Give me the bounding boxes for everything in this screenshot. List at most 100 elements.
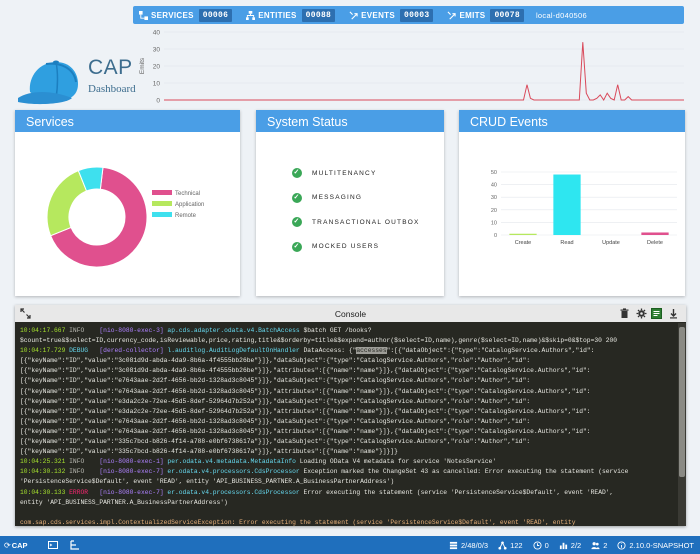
- emits-tick-label: 10: [153, 81, 161, 88]
- users-icon: [591, 541, 600, 549]
- emits-series-line: [164, 42, 684, 101]
- crud-tick-label: 20: [491, 208, 497, 214]
- footer-pages: 2/48/0/3: [449, 541, 488, 550]
- log-logger: er.odata.v4.processors.CdsProcessor: [167, 488, 300, 496]
- services-slice-technical: [49, 166, 148, 268]
- entities-icon: [246, 10, 256, 20]
- log-message: entity 'API_BUSINESS_PARTNER.A_BusinessP…: [20, 498, 228, 506]
- status-item-label: MESSAGING: [312, 194, 363, 202]
- console-line: [20, 508, 673, 518]
- status-item-transactional-outbox: ✓ TRANSACTIONAL OUTBOX: [292, 210, 444, 235]
- console-line: [{"keyName":"ID","value":"3c081d9d-abda-…: [20, 366, 673, 376]
- console-panel: Console 10:04:17.667 INFO [nio-8080-exec…: [15, 305, 686, 526]
- log-timestamp: 10:04:17.667: [20, 327, 66, 334]
- system-status-card-title: System Status: [256, 110, 444, 132]
- console-line: 10:04:17.729 DEBUG [dered-collector] l.a…: [20, 346, 673, 356]
- scroll-down-icon[interactable]: [668, 308, 679, 319]
- log-message: Loading OData V4 metadata for service 'N…: [299, 458, 497, 466]
- network-icon: [498, 540, 507, 550]
- status-item-label: TRANSACTIONAL OUTBOX: [312, 218, 420, 226]
- logo-title: CAP: [88, 56, 133, 79]
- stat-services[interactable]: SERVICES 00006: [139, 8, 233, 22]
- stat-emits[interactable]: EMITS 00078: [447, 8, 524, 22]
- stat-services-value: 00006: [198, 8, 233, 22]
- stat-entities[interactable]: ENTITIES 00088: [246, 8, 336, 22]
- log-message: 'PersistenceService$Default', event 'REA…: [20, 478, 395, 486]
- legend-label-application: Application: [175, 202, 204, 208]
- status-item-messaging: ✓ MESSAGING: [292, 186, 444, 211]
- log-level: INFO: [69, 468, 89, 476]
- events-icon: [349, 11, 358, 19]
- console-line: [{"keyName":"ID","value":"e7643aae-2d2f-…: [20, 376, 673, 386]
- expand-icon[interactable]: [20, 308, 31, 319]
- footer-users-value: 2: [603, 540, 608, 550]
- log-timestamp: 10:04:25.321: [20, 458, 66, 466]
- legend-label-technical: Technical: [175, 191, 200, 197]
- console-scrollbar[interactable]: [678, 323, 686, 526]
- crud-category-label: Read: [560, 240, 573, 246]
- console-line: [{"keyName":"ID","value":"e7643aae-2d2f-…: [20, 417, 673, 427]
- legend-swatch-remote: [152, 212, 172, 217]
- crud-bar-read: [553, 174, 581, 235]
- console-line: [{"keyName":"ID","value":"e3da2c2e-72ee-…: [20, 397, 673, 407]
- footer-zero-value: 0: [544, 540, 549, 550]
- console-line: [{"keyName":"ID","value":"335c7bcd-b826-…: [20, 437, 673, 447]
- log-message: Error executing the statement (service '…: [303, 488, 614, 496]
- stat-events[interactable]: EVENTS 00003: [349, 8, 434, 22]
- footer-brand-icon: ⟳: [4, 540, 11, 550]
- footer-brand: ⟳ CAP: [4, 541, 28, 550]
- console-line: $count=true&$select=ID,currency_code,isR…: [20, 336, 673, 346]
- log-highlight: accesses: [356, 347, 387, 355]
- console-line: [{"keyName":"ID","value":"e7643aae-2d2f-…: [20, 387, 673, 397]
- crud-category-label: Create: [515, 240, 532, 246]
- log-space: [88, 458, 99, 465]
- footer-brand-label: CAP: [11, 540, 28, 550]
- console-toggle-icon[interactable]: [651, 308, 662, 319]
- log-level: INFO: [69, 327, 89, 334]
- log-message: [{"keyName":"ID","value":"e7643aae-2d2f-…: [20, 387, 591, 395]
- cap-logo: CAP Dashboard: [16, 56, 136, 108]
- console-line: [{"keyName":"ID","value":"3c081d9d-abda-…: [20, 356, 673, 366]
- console-header: Console: [15, 305, 686, 322]
- stat-emits-value: 00078: [490, 8, 524, 22]
- crud-events-card: CRUD Events 0 10 20 30 40 50 Create Read Update D…: [459, 110, 685, 296]
- cap-hat-icon: [18, 60, 79, 105]
- crud-tick-label: 30: [491, 195, 497, 201]
- console-log: 10:04:17.667 INFO [nio-8080-exec-3] ap.c…: [15, 323, 678, 526]
- console-line: com.sap.cds.services.impl.Contextualized…: [20, 518, 673, 526]
- log-level: INFO: [69, 458, 89, 466]
- console-line: entity 'API_BUSINESS_PARTNER.A_BusinessP…: [20, 498, 673, 508]
- check-icon: ✓: [292, 241, 302, 252]
- settings-icon[interactable]: [636, 308, 647, 319]
- console-icon[interactable]: [47, 540, 58, 550]
- emits-tick-label: 20: [153, 64, 161, 71]
- log-timestamp: 10:04:30.133: [20, 488, 66, 496]
- crud-category-label: Delete: [647, 240, 663, 246]
- log-message: $batch GET /books?: [303, 327, 372, 334]
- tree-icon[interactable]: [69, 540, 80, 550]
- footer-zero: 0: [533, 541, 549, 550]
- log-message: [{"keyName":"ID","value":"335c7bcd-b826-…: [20, 438, 531, 446]
- clock-icon: [533, 540, 542, 550]
- log-thread: [nio-8080-exec-7]: [99, 468, 164, 476]
- check-icon: ✓: [292, 192, 302, 203]
- log-exception: com.sap.cds.services.impl.Contextualized…: [20, 518, 576, 526]
- log-message: [{"keyName":"ID","value":"335c7bcd-b826-…: [20, 448, 398, 456]
- services-icon: [139, 10, 148, 20]
- log-message: [{"keyName":"ID","value":"e7643aae-2d2f-…: [20, 427, 591, 435]
- scrollbar-thumb[interactable]: [679, 327, 685, 477]
- log-message: [{"keyName":"ID","value":"e3da2c2e-72ee-…: [20, 397, 531, 405]
- status-list: ✓ MULTITENANCY ✓ MESSAGING ✓ TRANSACTION…: [256, 132, 444, 259]
- host-name: local-d040506: [535, 10, 587, 20]
- log-level: DEBUG: [69, 347, 89, 355]
- services-slice-application: [46, 169, 88, 237]
- console-line: 'PersistenceService$Default', event 'REA…: [20, 477, 673, 487]
- log-space: [88, 327, 99, 334]
- legend-swatch-application: [152, 201, 172, 206]
- status-item-label: MOCKED USERS: [312, 243, 380, 251]
- log-thread: [nio-8080-exec-7]: [99, 488, 164, 496]
- trash-icon[interactable]: [619, 308, 630, 319]
- emits-tick-label: 0: [156, 98, 160, 105]
- status-item-label: MULTITENANCY: [312, 169, 377, 177]
